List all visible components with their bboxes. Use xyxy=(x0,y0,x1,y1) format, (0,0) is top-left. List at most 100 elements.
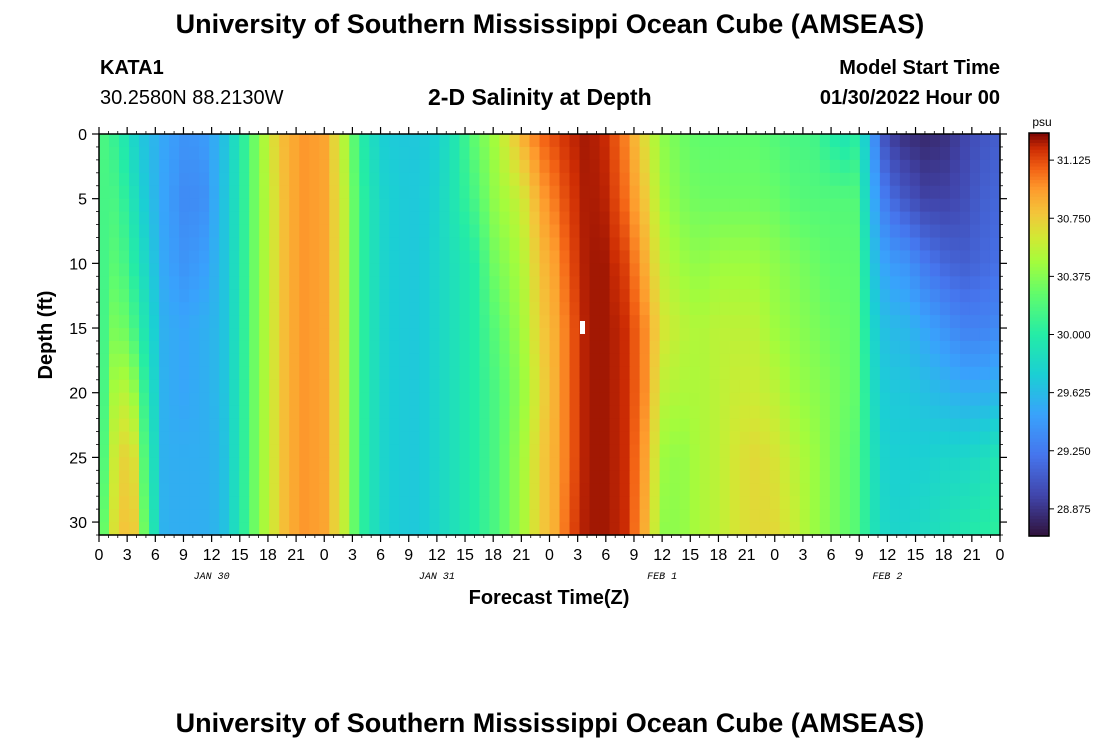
heatmap-cell xyxy=(549,172,561,187)
heatmap-cell xyxy=(719,159,731,174)
heatmap-cell xyxy=(929,211,941,226)
heatmap-cell xyxy=(409,198,420,213)
heatmap-cell xyxy=(719,379,731,394)
heatmap-cell xyxy=(559,418,571,433)
heatmap-cell xyxy=(869,302,881,316)
heatmap-cell xyxy=(689,211,701,226)
heatmap-cell xyxy=(499,263,511,277)
heatmap-cell xyxy=(899,134,911,148)
heatmap-cell xyxy=(249,224,260,239)
colorbar-segment xyxy=(1029,163,1049,168)
heatmap-cell xyxy=(99,146,110,161)
heatmap-cell xyxy=(959,509,971,523)
heatmap-cell xyxy=(569,353,581,368)
heatmap-cell xyxy=(929,405,941,420)
heatmap-cell xyxy=(799,159,811,174)
heatmap-cell xyxy=(869,250,881,264)
heatmap-cell xyxy=(299,328,310,342)
heatmap-cell xyxy=(759,302,771,316)
heatmap-cell xyxy=(579,328,591,342)
heatmap-cell xyxy=(109,276,120,290)
heatmap-cell xyxy=(939,470,951,484)
heatmap-cell xyxy=(979,276,991,290)
heatmap-cell xyxy=(159,405,170,420)
heatmap-cell xyxy=(409,340,420,355)
heatmap-cell xyxy=(179,289,190,303)
heatmap-cell xyxy=(219,276,230,290)
heatmap-cell xyxy=(389,405,400,420)
heatmap-cell xyxy=(769,224,781,239)
heatmap-cell xyxy=(139,353,150,368)
heatmap-cell xyxy=(339,366,350,381)
heatmap-cell xyxy=(689,379,701,394)
heatmap-cell xyxy=(649,483,661,497)
heatmap-cell xyxy=(579,237,591,252)
heatmap-cell xyxy=(169,340,180,355)
heatmap-cell xyxy=(749,522,761,536)
heatmap-cell xyxy=(719,405,731,420)
heatmap-cell xyxy=(729,444,741,458)
heatmap-cell xyxy=(669,444,681,458)
heatmap-cell xyxy=(509,263,521,277)
x-tick-label: 21 xyxy=(287,547,305,564)
heatmap-cell xyxy=(559,134,571,148)
heatmap-cell xyxy=(869,457,881,471)
heatmap-cell xyxy=(339,289,350,303)
heatmap-cell xyxy=(959,302,971,316)
heatmap-cell xyxy=(539,211,551,226)
heatmap-cell xyxy=(509,483,521,497)
heatmap-cell xyxy=(979,289,991,303)
heatmap-cell xyxy=(579,392,591,407)
heatmap-cell xyxy=(929,289,941,303)
heatmap-cell xyxy=(469,509,481,523)
heatmap-cell xyxy=(419,444,430,458)
heatmap-cell xyxy=(439,483,450,497)
heatmap-cell xyxy=(519,483,531,497)
heatmap-cell xyxy=(939,431,951,446)
heatmap-cell xyxy=(469,172,481,187)
heatmap-cell xyxy=(219,198,230,213)
heatmap-cell xyxy=(779,366,791,381)
heatmap-cell xyxy=(909,405,921,420)
heatmap-cell xyxy=(809,134,821,148)
heatmap-cell xyxy=(269,366,280,381)
heatmap-cell xyxy=(589,405,601,420)
heatmap-cell xyxy=(829,340,841,355)
heatmap-cell xyxy=(739,276,751,290)
heatmap-cell xyxy=(189,366,200,381)
heatmap-cell xyxy=(339,353,350,368)
heatmap-cell xyxy=(719,263,731,277)
heatmap-cell xyxy=(549,496,561,510)
heatmap-cell xyxy=(289,392,300,407)
heatmap-cell xyxy=(419,159,430,174)
heatmap-cell xyxy=(859,353,871,368)
heatmap-cell xyxy=(699,276,711,290)
heatmap-cell xyxy=(659,340,671,355)
heatmap-cell xyxy=(169,315,180,329)
colorbar-segment xyxy=(1029,418,1049,423)
heatmap-cell xyxy=(639,522,651,536)
heatmap-cell xyxy=(889,159,901,174)
heatmap-cell xyxy=(309,172,320,187)
heatmap-cell xyxy=(769,431,781,446)
heatmap-cell xyxy=(719,250,731,264)
heatmap-cell xyxy=(659,237,671,252)
heatmap-cell xyxy=(729,276,741,290)
heatmap-cell xyxy=(209,392,220,407)
heatmap-cell xyxy=(389,172,400,187)
heatmap-cell xyxy=(619,302,631,316)
heatmap-cell xyxy=(759,159,771,174)
heatmap-cell xyxy=(629,509,641,523)
heatmap-cell xyxy=(689,483,701,497)
heatmap-cell xyxy=(349,211,360,226)
heatmap-cell xyxy=(479,237,491,252)
heatmap-cell xyxy=(229,224,240,239)
heatmap-cell xyxy=(149,444,160,458)
heatmap-cell xyxy=(359,185,370,200)
heatmap-cell xyxy=(839,496,851,510)
colorbar-segment xyxy=(1029,482,1049,487)
heatmap-cell xyxy=(629,379,641,394)
heatmap-cell xyxy=(399,328,410,342)
heatmap-cell xyxy=(559,276,571,290)
heatmap-cell xyxy=(239,366,250,381)
